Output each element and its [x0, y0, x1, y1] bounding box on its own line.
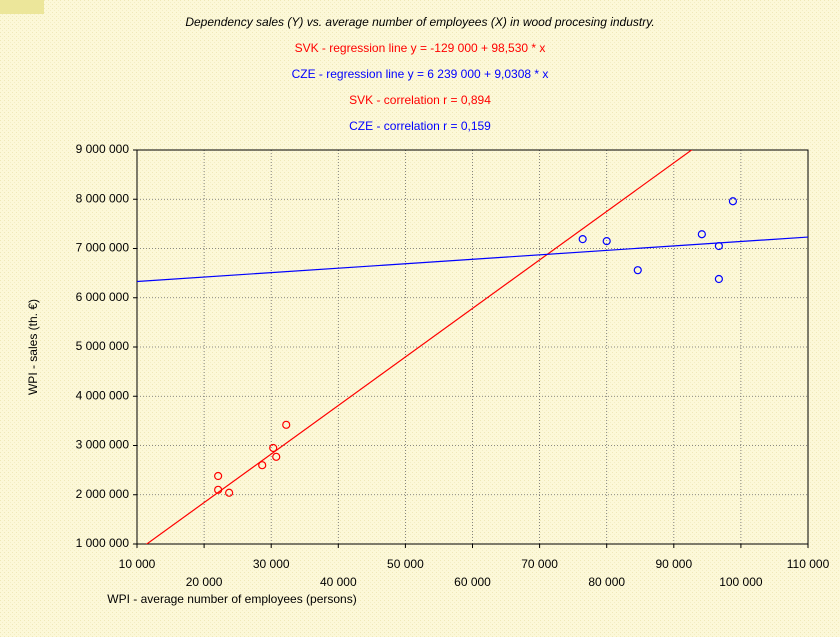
annotation: SVK - correlation r = 0,894: [349, 93, 491, 107]
x-tick-label: 60 000: [454, 575, 491, 589]
x-axis-label: WPI - average number of employees (perso…: [107, 592, 356, 606]
regression-line: [137, 236, 808, 283]
point: [714, 241, 723, 251]
y-tick-label: 1 000 000: [76, 536, 130, 550]
y-tick-label: 2 000 000: [76, 487, 130, 501]
x-tick-label: 20 000: [186, 575, 223, 589]
y-tick-label: 7 000 000: [76, 241, 130, 255]
regression-line: [145, 150, 693, 544]
point: [602, 237, 611, 246]
x-tick-label: 110 000: [787, 557, 830, 571]
y-tick-label: 6 000 000: [76, 290, 130, 304]
chart-title: Dependency sales (Y) vs. average number …: [185, 15, 654, 29]
annotation: CZE - regression line y = 6 239 000 + 9,…: [292, 67, 549, 81]
x-tick-label: 90 000: [655, 557, 692, 571]
y-tick-label: 4 000 000: [76, 388, 130, 402]
point: [728, 197, 738, 206]
x-tick-label: 40 000: [320, 575, 357, 589]
annotation: SVK - regression line y = -129 000 + 98,…: [295, 41, 546, 55]
x-tick-label: 70 000: [521, 557, 558, 571]
point: [578, 235, 587, 244]
plot-layer: [137, 150, 808, 544]
point: [633, 266, 642, 275]
corner-box: [0, 0, 44, 14]
point: [225, 488, 234, 497]
x-tick-label: 100 000: [719, 575, 763, 589]
y-tick-label: 3 000 000: [76, 438, 130, 452]
y-axis-label: WPI - sales (th. €): [26, 299, 40, 395]
point: [214, 471, 223, 481]
x-tick-label: 50 000: [387, 557, 424, 571]
point: [714, 274, 723, 284]
annotation: CZE - correlation r = 0,159: [349, 119, 491, 133]
x-tick-label: 80 000: [588, 575, 625, 589]
y-tick-label: 5 000 000: [76, 339, 130, 353]
x-tick-label: 10 000: [119, 557, 156, 571]
y-tick-label: 9 000 000: [76, 142, 130, 156]
x-tick-label: 30 000: [253, 557, 290, 571]
point: [697, 230, 706, 239]
point: [269, 443, 278, 453]
y-tick-label: 8 000 000: [76, 191, 130, 205]
plot-frame: [136, 149, 809, 545]
point: [214, 485, 223, 494]
point: [258, 461, 267, 470]
point: [272, 452, 281, 461]
point: [282, 420, 291, 429]
